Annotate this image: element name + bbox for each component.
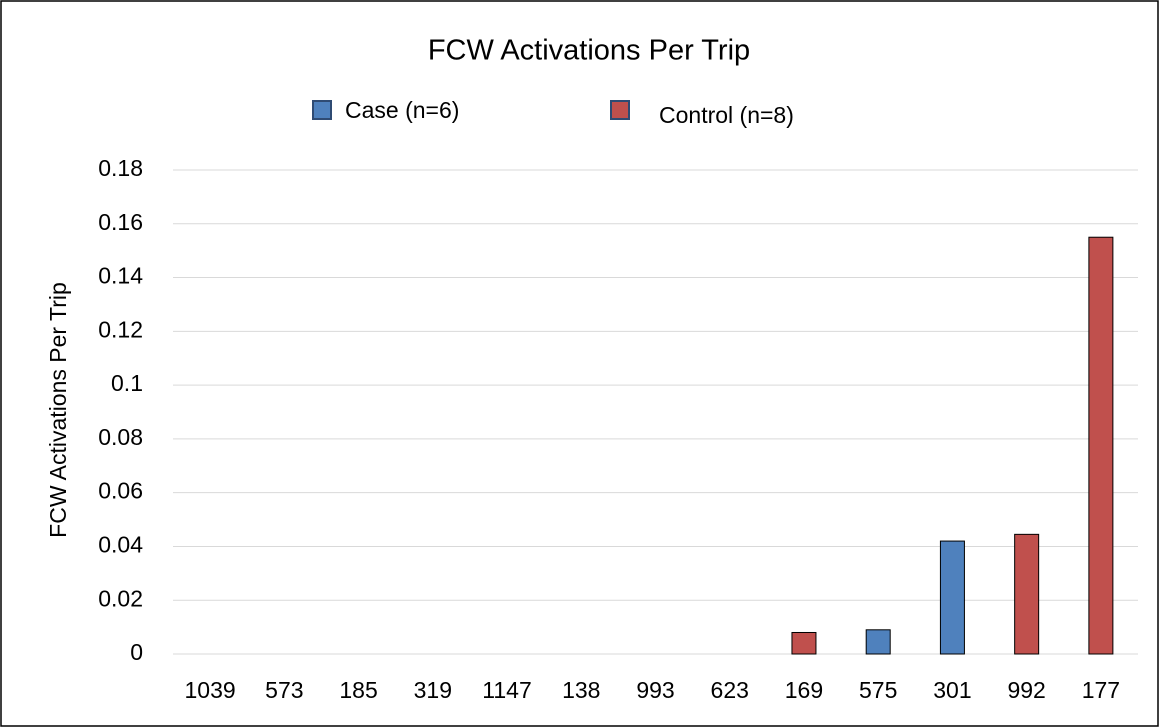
legend-label: Case (n=6)	[345, 97, 459, 123]
chart-title: FCW Activations Per Trip	[428, 35, 750, 67]
x-tick-label: 319	[414, 677, 452, 703]
y-tick-label: 0.04	[98, 532, 143, 558]
bar	[865, 629, 891, 655]
x-tick-label: 993	[636, 677, 674, 703]
bar	[791, 631, 817, 655]
x-tick-label: 301	[933, 677, 971, 703]
y-tick-label: 0.06	[98, 478, 143, 504]
x-tick-label: 1039	[185, 677, 236, 703]
legend-swatch	[312, 100, 332, 120]
y-tick-label: 0.18	[98, 155, 143, 181]
y-tick-label: 0.16	[98, 209, 143, 235]
legend-label: Control (n=8)	[659, 102, 794, 128]
x-tick-label: 177	[1082, 677, 1120, 703]
x-tick-label: 138	[562, 677, 600, 703]
y-tick-label: 0.12	[98, 316, 143, 342]
y-tick-label: 0.02	[98, 585, 143, 611]
y-tick-label: 0	[130, 639, 143, 665]
x-tick-label: 169	[785, 677, 823, 703]
bar	[1088, 236, 1114, 655]
y-axis-label: FCW Activations Per Trip	[45, 282, 71, 538]
x-tick-label: 992	[1007, 677, 1045, 703]
x-tick-label: 1147	[482, 677, 531, 703]
y-tick-label: 0.08	[98, 424, 143, 450]
x-tick-label: 573	[265, 677, 303, 703]
legend-swatch	[610, 100, 630, 120]
x-tick-label: 623	[711, 677, 749, 703]
x-tick-label: 185	[339, 677, 377, 703]
y-tick-label: 0.14	[98, 263, 143, 289]
bar	[1014, 533, 1040, 655]
x-tick-label: 575	[859, 677, 897, 703]
bar	[939, 540, 965, 655]
y-tick-label: 0.1	[111, 370, 143, 396]
